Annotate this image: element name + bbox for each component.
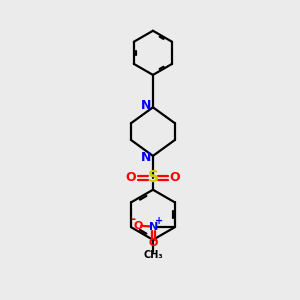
Text: O: O	[169, 172, 180, 184]
Text: N: N	[141, 151, 152, 164]
Text: S: S	[147, 170, 158, 185]
Text: +: +	[155, 216, 163, 226]
Text: CH₃: CH₃	[143, 250, 163, 260]
Text: -: -	[130, 213, 135, 226]
Text: O: O	[134, 221, 143, 231]
Text: O: O	[126, 172, 136, 184]
Text: O: O	[149, 238, 158, 248]
Text: N: N	[149, 222, 158, 232]
Text: N: N	[141, 99, 152, 112]
